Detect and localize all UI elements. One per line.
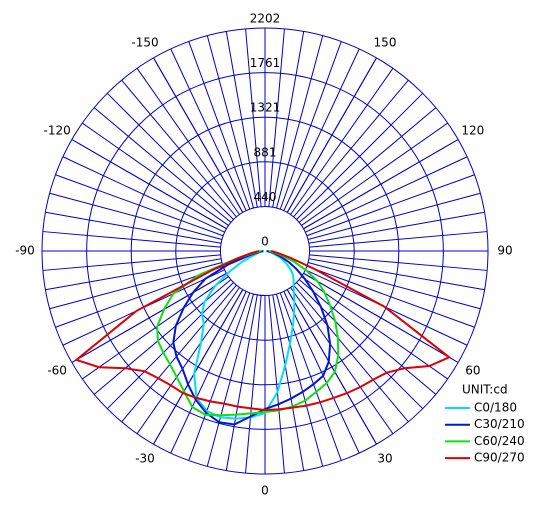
radial-minor xyxy=(42,254,221,271)
radial-minor xyxy=(121,79,237,218)
radial-minor xyxy=(62,156,225,233)
angle-label: -60 xyxy=(47,364,67,378)
angle-label: 120 xyxy=(461,124,484,138)
radial-minor xyxy=(268,28,285,207)
angle-label: -90 xyxy=(15,244,35,258)
radial-minor xyxy=(290,287,394,434)
radial-minor xyxy=(293,284,409,423)
radial-minor xyxy=(170,48,247,211)
radial-minor xyxy=(276,293,324,467)
radial-minor xyxy=(305,156,468,233)
radial-minor xyxy=(309,231,488,248)
angle-label: -30 xyxy=(135,451,155,465)
radial-minor xyxy=(225,294,258,471)
angle-label: 30 xyxy=(377,451,392,465)
legend-label: C30/210 xyxy=(474,417,525,431)
radial-minor xyxy=(293,79,409,218)
radial-minor xyxy=(296,92,424,220)
radial-minor xyxy=(55,174,224,237)
angle-label: 60 xyxy=(465,364,480,378)
radial-minor xyxy=(306,265,475,328)
radial-minor xyxy=(188,41,251,210)
radial-minor xyxy=(306,174,475,237)
radial-minor xyxy=(188,292,251,461)
intensity-curve xyxy=(156,250,340,417)
radial-minor xyxy=(49,192,223,240)
angle-label: 0 xyxy=(261,484,269,498)
radial-minor xyxy=(279,292,342,461)
r-tick-label: 881 xyxy=(254,145,277,159)
radial-minor xyxy=(93,107,232,223)
radial-minor xyxy=(283,48,360,211)
angle-label: 150 xyxy=(374,36,397,50)
intensity-curve xyxy=(74,250,452,412)
radial-minor xyxy=(308,211,485,244)
radial-minor xyxy=(268,295,285,474)
radial-minor xyxy=(245,295,262,474)
radial-minor xyxy=(272,294,305,471)
radial-minor xyxy=(308,258,485,291)
radial-minor xyxy=(45,211,222,244)
radial-minor xyxy=(42,231,221,248)
radial-minor xyxy=(82,276,229,380)
radial-minor xyxy=(298,107,437,223)
radial-minor xyxy=(290,68,394,215)
radial-minor xyxy=(93,279,232,395)
radial-minor xyxy=(206,293,254,467)
radial-minor xyxy=(272,31,305,208)
radial-grid-line xyxy=(286,289,377,445)
radial-minor xyxy=(121,284,237,423)
radial-minor xyxy=(301,122,448,226)
radial-grid-line xyxy=(153,57,244,213)
radial-minor xyxy=(225,31,258,208)
radial-minor xyxy=(106,92,234,220)
radial-minor xyxy=(49,262,223,310)
r-tick-label: 440 xyxy=(254,190,277,204)
radial-minor xyxy=(245,28,262,207)
radial-grid-line xyxy=(303,139,459,230)
radial-minor xyxy=(276,35,324,209)
radial-minor xyxy=(309,254,488,271)
legend-label: C90/270 xyxy=(474,451,525,465)
radial-minor xyxy=(170,291,247,454)
radial-minor xyxy=(45,258,222,291)
radial-grid-line xyxy=(286,57,377,213)
radial-minor xyxy=(136,287,240,434)
radial-minor xyxy=(279,41,342,210)
angle-label: -120 xyxy=(44,124,71,138)
r-tick-label: 0 xyxy=(261,235,269,249)
radial-grid-line xyxy=(153,289,244,445)
radial-minor xyxy=(307,192,481,240)
angle-label: -150 xyxy=(131,36,158,50)
radial-minor xyxy=(296,282,424,410)
r-tick-label: 2202 xyxy=(250,12,281,26)
legend-label: C0/180 xyxy=(474,401,517,415)
angle-label: 90 xyxy=(497,244,512,258)
radial-grid-line xyxy=(71,272,227,363)
radial-minor xyxy=(298,279,437,395)
radial-grid-line xyxy=(303,272,459,363)
grid-ring xyxy=(219,205,311,297)
radial-minor xyxy=(307,262,481,310)
radial-minor xyxy=(106,282,234,410)
legend-label: C60/240 xyxy=(474,434,525,448)
r-tick-label: 1321 xyxy=(250,101,281,115)
radial-minor xyxy=(136,68,240,215)
r-tick-label: 1761 xyxy=(250,56,281,70)
radial-minor xyxy=(82,122,229,226)
radial-minor xyxy=(206,35,254,209)
radial-minor xyxy=(283,291,360,454)
radial-grid-line xyxy=(71,139,227,230)
unit-label: UNIT:cd xyxy=(462,383,508,397)
